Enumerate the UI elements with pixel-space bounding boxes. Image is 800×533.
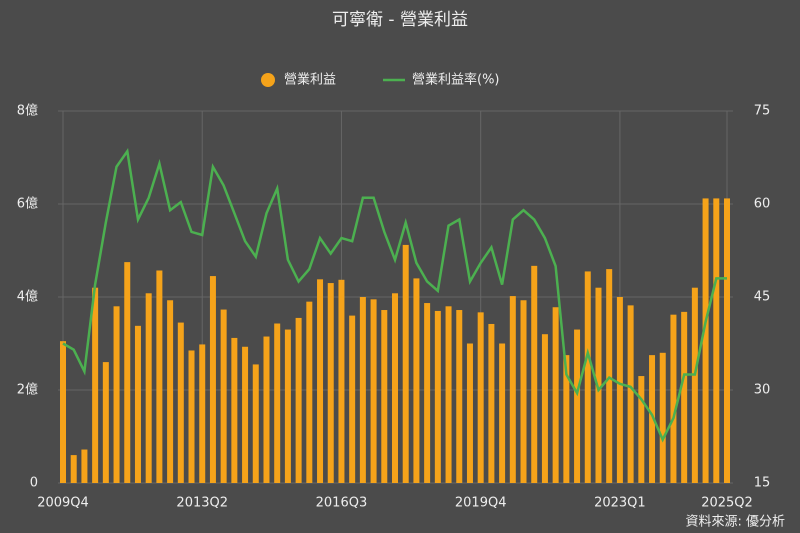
bar	[702, 198, 709, 484]
y-tick-label: 6億	[17, 196, 38, 212]
y-tick-label: 2億	[17, 382, 38, 398]
bar	[284, 329, 291, 483]
bar	[670, 314, 677, 483]
y2-tick-label: 45	[754, 290, 771, 305]
y-tick-label: 4億	[17, 289, 38, 305]
bar	[102, 362, 109, 483]
bar	[124, 262, 131, 483]
bar	[649, 355, 656, 483]
bar	[92, 287, 99, 483]
bar	[295, 317, 302, 483]
bar	[274, 323, 281, 483]
bar	[70, 455, 77, 483]
bar	[541, 334, 548, 483]
bar	[552, 307, 559, 483]
bar	[113, 306, 120, 483]
bar	[563, 355, 570, 483]
bar	[681, 311, 688, 483]
bar	[584, 271, 591, 483]
bar	[370, 299, 377, 483]
y-tick-label: 0	[30, 476, 38, 491]
bar	[638, 376, 645, 483]
bar	[209, 276, 216, 483]
bar	[509, 296, 516, 483]
bar	[327, 283, 334, 483]
bar	[424, 303, 431, 483]
bar	[488, 323, 495, 483]
bar	[627, 305, 634, 483]
x-tick-label: 2013Q2	[176, 496, 228, 511]
bar	[242, 346, 249, 483]
bar	[177, 322, 184, 483]
bar	[413, 278, 420, 483]
chart-title: 可寧衛 - 營業利益	[332, 10, 468, 30]
bar	[338, 279, 345, 483]
y2-tick-label: 30	[754, 383, 771, 398]
x-tick-label: 2019Q4	[455, 496, 507, 511]
y-tick-label: 8億	[17, 103, 38, 119]
bar	[306, 301, 313, 483]
legend-marker	[261, 73, 275, 87]
bar	[724, 198, 730, 484]
bar	[477, 312, 484, 483]
x-tick-label: 2025Q2	[701, 496, 753, 511]
bar	[456, 310, 463, 483]
bar	[156, 270, 163, 483]
bar	[520, 300, 527, 483]
bar	[252, 364, 259, 483]
bar	[531, 265, 538, 483]
bar	[349, 315, 356, 483]
bar	[81, 449, 88, 483]
bar	[713, 198, 720, 484]
y2-tick-label: 15	[754, 476, 771, 491]
y2-tick-label: 60	[754, 197, 771, 212]
y2-tick-label: 75	[754, 104, 771, 119]
bar	[359, 297, 366, 483]
bar	[392, 293, 398, 483]
bar	[381, 310, 388, 483]
bar	[691, 287, 698, 483]
bar	[167, 300, 174, 483]
bar	[220, 309, 227, 483]
bar	[499, 343, 506, 483]
bar	[434, 310, 441, 483]
legend-label: 營業利益	[284, 72, 336, 88]
bar	[659, 352, 666, 483]
bar	[199, 344, 206, 483]
line	[62, 148, 727, 443]
source: 資料來源: 優分析	[685, 515, 785, 530]
bar	[231, 337, 238, 483]
x-tick-label: 2023Q1	[594, 496, 646, 511]
bar	[445, 306, 452, 483]
bar	[134, 325, 141, 483]
bar	[402, 244, 409, 483]
bar	[595, 287, 602, 483]
x-tick-label: 2016Q3	[316, 496, 368, 511]
bar	[606, 269, 613, 483]
bar	[574, 329, 581, 483]
bar	[317, 279, 324, 483]
bar	[263, 336, 270, 483]
x-tick-label: 2009Q4	[37, 496, 89, 511]
bar	[60, 341, 66, 483]
bar	[145, 293, 152, 483]
bar	[616, 297, 623, 483]
bar	[466, 343, 473, 483]
bar	[188, 350, 195, 483]
legend-label: 營業利益率(%)	[412, 72, 500, 88]
